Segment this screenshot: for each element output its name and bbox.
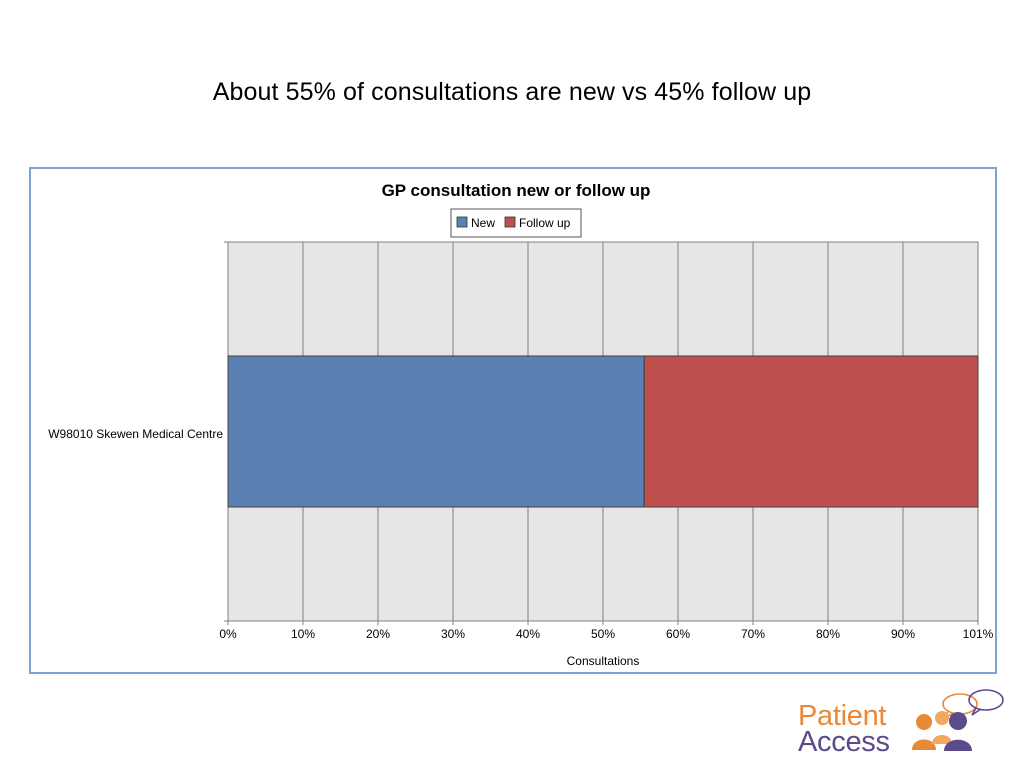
x-tick-label: 30% xyxy=(441,627,465,641)
x-tick-label: 0% xyxy=(219,627,237,641)
x-tick-label: 101% xyxy=(963,627,994,641)
x-tick-label: 90% xyxy=(891,627,915,641)
x-axis-ticks: 0% 10% 20% 30% 40% 50% 60% 70% 80% 90% 101% xyxy=(219,627,993,641)
legend-label-follow-up: Follow up xyxy=(519,216,571,230)
legend-swatch-new xyxy=(456,216,468,228)
x-tick-label: 70% xyxy=(741,627,765,641)
slide-title: About 55% of consultations are new vs 45… xyxy=(212,78,812,106)
bar-follow-up xyxy=(643,355,979,508)
logo-people-icon xyxy=(912,689,1004,751)
x-tick-label: 40% xyxy=(516,627,540,641)
bar-new xyxy=(227,355,645,508)
legend-label-new: New xyxy=(471,216,495,230)
x-tick-label: 10% xyxy=(291,627,315,641)
category-label: W98010 Skewen Medical Centre xyxy=(48,427,223,441)
legend-swatch-follow-up xyxy=(504,216,516,228)
x-tick-label: 20% xyxy=(366,627,390,641)
chart-frame: GP consultation new or follow up New Fol… xyxy=(29,167,997,674)
logo-text-access: Access xyxy=(798,726,890,758)
x-tick-label: 50% xyxy=(591,627,615,641)
patient-access-logo: Patient Access xyxy=(798,688,1008,760)
x-tick-label: 80% xyxy=(816,627,840,641)
chart-title: GP consultation new or follow up xyxy=(382,181,651,200)
logo-text-patient: Patient xyxy=(798,700,887,732)
x-axis-label: Consultations xyxy=(567,654,640,668)
legend: New Follow up xyxy=(450,208,582,238)
plot-area xyxy=(224,241,979,625)
chart: GP consultation new or follow up New Fol… xyxy=(48,181,993,668)
legend-box xyxy=(450,208,582,238)
x-tick-label: 60% xyxy=(666,627,690,641)
